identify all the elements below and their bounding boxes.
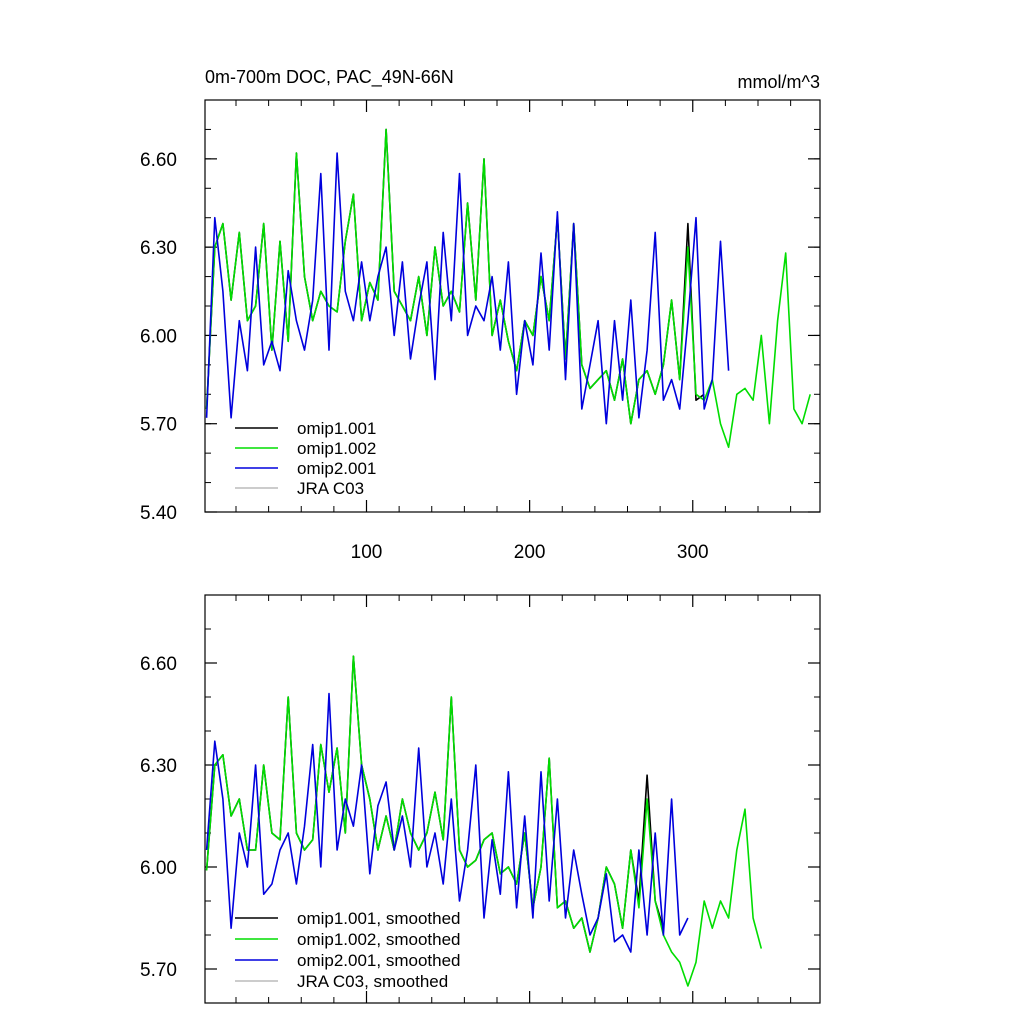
x-tick-label: 200 <box>514 542 546 563</box>
legend-label: omip2.001, smoothed <box>297 951 461 970</box>
series-line-omip2-001-smoothed <box>205 692 689 953</box>
y-tick-label: 5.70 <box>140 415 177 436</box>
y-tick-label: 6.60 <box>140 654 177 675</box>
y-tick-label: 6.30 <box>140 756 177 777</box>
x-tick-label: 100 <box>351 542 383 563</box>
top-panel: 5.40 5.70 6.00 6.30 6.60 100 200 300 0m-700m DOC… <box>140 67 821 563</box>
legend-label: omip1.002 <box>297 439 376 458</box>
series-line-omip1-002 <box>205 128 811 449</box>
chart-title: 0m-700m DOC, PAC_49N-66N <box>205 67 454 88</box>
series-line-omip1-001 <box>205 128 705 425</box>
units-label: mmol/m^3 <box>738 72 820 92</box>
legend-label: omip1.001, smoothed <box>297 909 461 928</box>
legend-label: omip1.002, smoothed <box>297 930 461 949</box>
y-tick-label: 5.40 <box>140 503 177 524</box>
legend-label: JRA C03 <box>297 479 364 498</box>
y-tick-label: 6.60 <box>140 150 177 171</box>
series-line-omip2-001 <box>205 152 730 425</box>
y-tick-label: 6.00 <box>140 326 177 347</box>
legend-label: omip2.001 <box>297 459 376 478</box>
y-tick-label: 6.30 <box>140 238 177 259</box>
series-line-omip1-002-smoothed <box>205 655 763 987</box>
series-line-omip1-001-smoothed <box>205 655 665 953</box>
x-tick-label: 300 <box>677 542 709 563</box>
legend-label: omip1.001 <box>297 419 376 438</box>
y-tick-label: 6.00 <box>140 858 177 879</box>
y-tick-label: 5.70 <box>140 960 177 981</box>
bottom-panel: 5.70 6.00 6.30 6.60 omip1.001, smoothed omip1… <box>140 594 821 1004</box>
legend-label: JRA C03, smoothed <box>297 972 448 991</box>
